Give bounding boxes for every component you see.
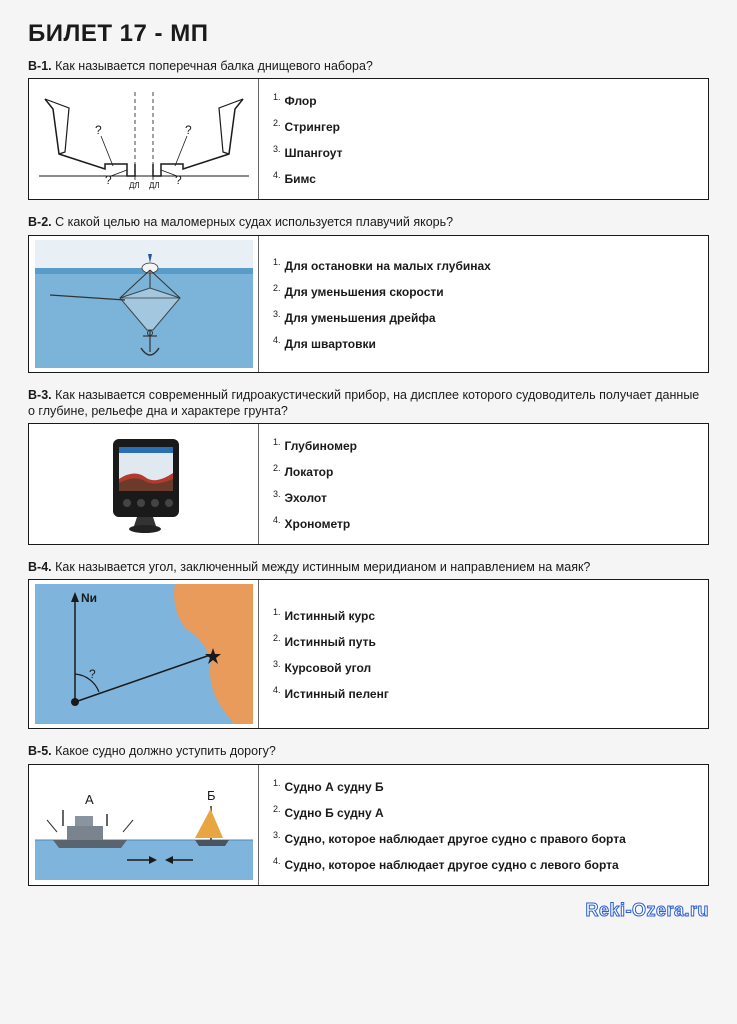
question-image: А Б [29,765,259,885]
answer-option: 3.Шпангоут [273,144,694,160]
svg-text:Nи: Nи [81,591,97,605]
question-header: В-2. С какой целью на маломерных судах и… [28,214,709,230]
answer-option: 4.Хронометр [273,515,694,531]
answer-option: 4.Истинный пеленг [273,685,694,701]
question-num: В-3. [28,388,52,402]
answer-option: 2.Истинный путь [273,633,694,649]
question-text: С какой целью на маломерных судах исполь… [55,215,453,229]
answer-option: 1.Флор [273,92,694,108]
answer-option: 4.Бимс [273,170,694,186]
answer-list: 1.Для остановки на малых глубинах 2.Для … [259,236,708,372]
question-4: В-4. Как называется угол, заключенный ме… [28,559,709,729]
watermark: Reki-Ozera.ru [28,900,709,921]
answer-option: 4.Для швартовки [273,335,694,351]
svg-text:?: ? [105,173,112,187]
answer-list: 1.Глубиномер 2.Локатор 3.Эхолот 4.Хроном… [259,424,708,544]
svg-text:?: ? [89,667,96,681]
question-num: В-4. [28,560,52,574]
question-text: Какое судно должно уступить дорогу? [55,744,276,758]
answer-option: 1.Глубиномер [273,437,694,453]
question-num: В-5. [28,744,52,758]
question-1: В-1. Как называется поперечная балка дни… [28,58,709,200]
answer-option: 3.Эхолот [273,489,694,505]
question-5: В-5. Какое судно должно уступить дорогу? [28,743,709,885]
question-header: В-1. Как называется поперечная балка дни… [28,58,709,74]
answer-list: 1.Истинный курс 2.Истинный путь 3.Курсов… [259,580,708,728]
page-title: БИЛЕТ 17 - МП [28,20,709,48]
answer-option: 2.Судно Б судну А [273,804,694,820]
question-image: ? ? ? ? ДЛ ДЛ [29,79,259,199]
question-num: В-2. [28,215,52,229]
question-header: В-4. Как называется угол, заключенный ме… [28,559,709,575]
svg-text:Б: Б [207,788,216,803]
question-2: В-2. С какой целью на маломерных судах и… [28,214,709,372]
answer-list: 1.Флор 2.Стрингер 3.Шпангоут 4.Бимс [259,79,708,199]
answer-option: 1.Судно А судну Б [273,778,694,794]
answer-option: 2.Для уменьшения скорости [273,283,694,299]
answer-option: 3.Курсовой угол [273,659,694,675]
question-text: Как называется поперечная балка днищевог… [55,59,373,73]
question-header: В-5. Какое судно должно уступить дорогу? [28,743,709,759]
answer-option: 1.Для остановки на малых глубинах [273,257,694,273]
question-num: В-1. [28,59,52,73]
question-text: Как называется угол, заключенный между и… [55,560,590,574]
svg-text:ДЛ: ДЛ [129,181,140,190]
svg-text:ДЛ: ДЛ [149,181,160,190]
question-image [29,424,259,544]
answer-option: 4.Судно, которое наблюдает другое судно … [273,856,694,872]
question-image [29,236,259,372]
svg-text:?: ? [95,123,102,137]
svg-text:А: А [85,792,94,807]
answer-option: 3.Для уменьшения дрейфа [273,309,694,325]
answer-option: 2.Локатор [273,463,694,479]
svg-text:?: ? [175,173,182,187]
question-3: В-3. Как называется современный гидроаку… [28,387,709,546]
answer-option: 3.Судно, которое наблюдает другое судно … [273,830,694,846]
question-text: Как называется современный гидроакустиче… [28,388,699,418]
question-image: Nи ? [29,580,259,728]
answer-list: 1.Судно А судну Б 2.Судно Б судну А 3.Су… [259,765,708,885]
question-header: В-3. Как называется современный гидроаку… [28,387,709,420]
svg-text:?: ? [185,123,192,137]
answer-option: 2.Стрингер [273,118,694,134]
answer-option: 1.Истинный курс [273,607,694,623]
